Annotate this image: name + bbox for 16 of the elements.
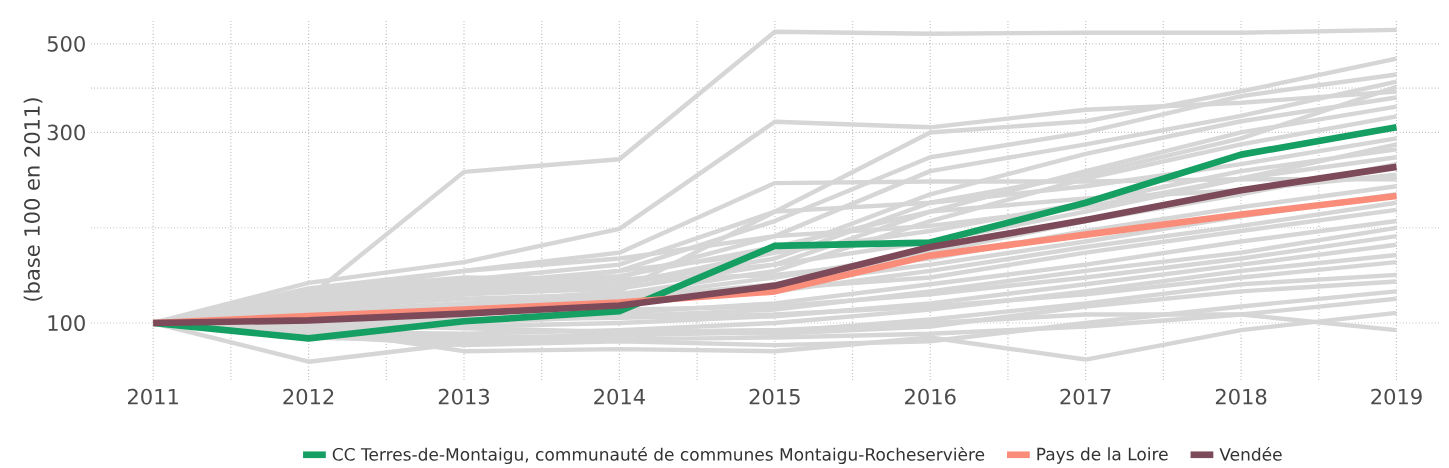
- x-tick-label: 2019: [1371, 388, 1422, 405]
- y-tick-label: 500: [47, 35, 85, 52]
- x-tick-label: 2017: [1060, 388, 1111, 405]
- y-axis-title: (base 100 en 2011): [23, 98, 43, 301]
- x-tick-label: 2018: [1215, 388, 1267, 405]
- y-tick-label: 300: [47, 124, 85, 141]
- x-tick-label: 2011: [127, 388, 178, 405]
- y-tick-label: 100: [48, 315, 85, 331]
- legend-label: Pays de la Loire: [1037, 447, 1168, 464]
- x-tick-label: 2014: [594, 388, 645, 405]
- x-tick-label: 2012: [283, 388, 334, 405]
- legend-label: Vendée: [1219, 446, 1282, 461]
- x-tick-label: 2015: [749, 388, 800, 405]
- x-tick-label: 2016: [905, 388, 956, 405]
- legend-label: CC Terres-de-Montaigu, communauté de communes Montaigu-Rocheservière: [332, 446, 985, 465]
- x-tick-label: 2013: [438, 388, 490, 405]
